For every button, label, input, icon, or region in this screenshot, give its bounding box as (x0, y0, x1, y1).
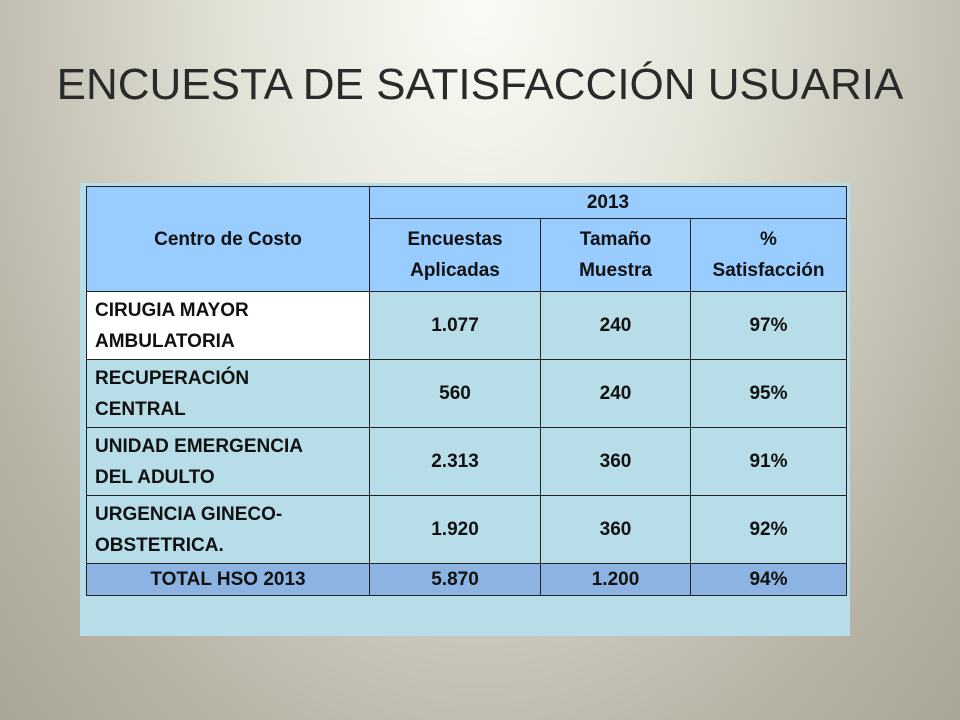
header-row: Encuestas Aplicadas Tamaño Muestra% Satisfac… (87, 218, 847, 292)
total-label: TOTAL HSO 2013 (86, 563, 370, 596)
cell-line: Satisfacción (712, 260, 825, 281)
data-row: CIRUGIA MAYOR AMBULATORIA 1.077 240 97% (86, 291, 847, 360)
header-cell: Tamaño Muestra (540, 218, 691, 292)
data-cell: 92% (690, 495, 847, 564)
total-cell: 94% (690, 563, 847, 596)
row-label: UNIDAD EMERGENCIA DEL ADULTO (86, 427, 370, 496)
cell-line: RECUPERACIÓN (95, 367, 250, 389)
data-cell: 360 (540, 495, 691, 564)
survey-table: Centro de Costo 2013 Encuestas Aplicadas Tam… (86, 186, 847, 596)
data-row: RECUPERACIÓN CENTRAL 560 240 95% (86, 359, 847, 428)
data-cell: 1.077 (369, 291, 541, 360)
data-cell: 240 (540, 291, 691, 360)
cell-line: CENTRAL (95, 398, 186, 420)
data-cell: 240 (540, 359, 691, 428)
data-cell: 560 (369, 359, 541, 428)
cell-line: Muestra (579, 260, 652, 281)
cell-line: URGENCIA GINECO- (95, 503, 283, 525)
data-cell: 91% (690, 427, 847, 496)
cell-line: Encuestas (407, 229, 503, 250)
data-cell: 97% (690, 291, 847, 360)
cell-line: AMBULATORIA (95, 330, 235, 352)
data-cell: 1.920 (369, 495, 541, 564)
header-cell: % Satisfacción (690, 218, 847, 292)
total-cell: 1.200 (540, 563, 691, 596)
data-row: URGENCIA GINECO- OBSTETRICA. 1.920 360 92% (86, 495, 847, 564)
cell-line: % (760, 229, 777, 250)
cell-line: Aplicadas (410, 260, 500, 281)
total-cell: 5.870 (369, 563, 541, 596)
cell-line: DEL ADULTO (95, 466, 215, 488)
header-cell: Encuestas Aplicadas (369, 218, 541, 292)
cell-line: CIRUGIA MAYOR (95, 299, 249, 321)
header-cell: 2013 (369, 186, 847, 219)
data-cell: 2.313 (369, 427, 541, 496)
cell-line: UNIDAD EMERGENCIA (95, 435, 303, 457)
slide-title: ENCUESTA DE SATISFACCIÓN USUARIA (56, 60, 904, 109)
header-row: Centro de Costo 2013 (86, 186, 847, 292)
row-label: CIRUGIA MAYOR AMBULATORIA (86, 291, 370, 360)
row-label: URGENCIA GINECO- OBSTETRICA. (86, 495, 370, 564)
data-cell: 95% (690, 359, 847, 428)
row-label: RECUPERACIÓN CENTRAL (86, 359, 370, 428)
cell-line: OBSTETRICA. (95, 534, 224, 556)
cell-line: Tamaño (579, 229, 652, 250)
total-row: TOTAL HSO 2013 5.870 1.200 94% (86, 563, 847, 596)
data-row: UNIDAD EMERGENCIA DEL ADULTO 2.313 360 91% (86, 427, 847, 496)
data-cell: 360 (540, 427, 691, 496)
header-cell: Centro de Costo (86, 186, 370, 292)
